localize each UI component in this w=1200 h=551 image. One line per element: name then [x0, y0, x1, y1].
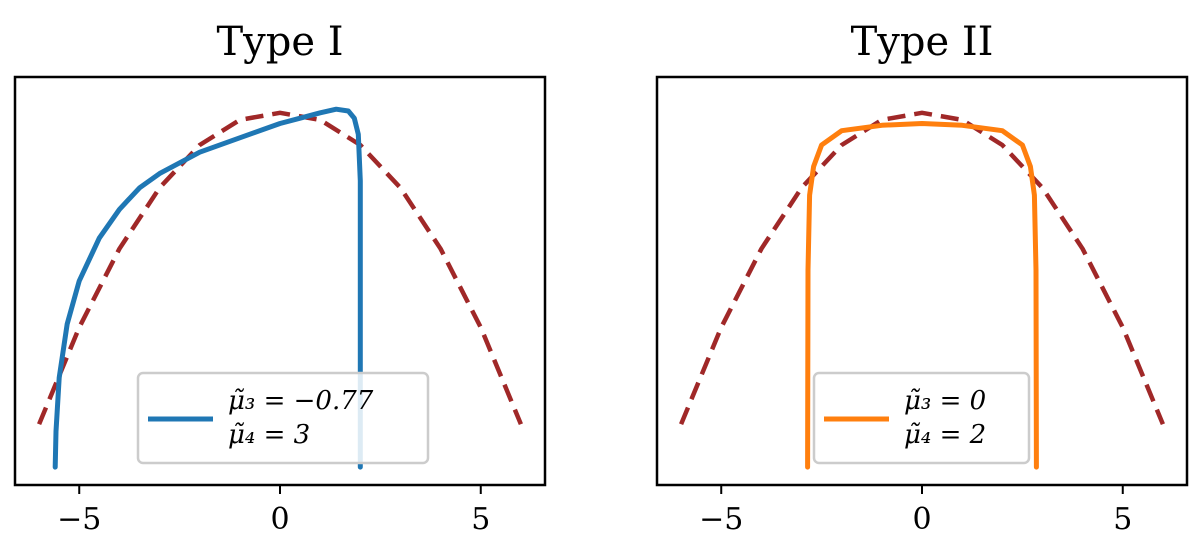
- x-tick-label: −5: [699, 502, 743, 537]
- legend-label: μ̃₃ = 0: [904, 386, 986, 416]
- x-tick-label: 0: [912, 502, 931, 537]
- x-axis: −5 0 5: [57, 485, 490, 537]
- reference-curve-dashed: [679, 110, 1165, 426]
- distribution-curve: [52, 106, 363, 470]
- x-tick-label: 5: [1113, 502, 1132, 537]
- legend-label: μ̃₄ = 2: [904, 420, 986, 450]
- x-tick-label: 5: [471, 502, 490, 537]
- x-axis: −5 0 5: [699, 485, 1132, 537]
- chart-title: Type I: [216, 19, 343, 65]
- legend-box: [812, 371, 1031, 465]
- legend: μ̃₃ = 0 μ̃₄ = 2: [812, 371, 1031, 465]
- x-tick-label: −5: [57, 502, 101, 537]
- x-tick-label: 0: [270, 502, 289, 537]
- series-layer: [679, 110, 1165, 470]
- series-layer: [37, 106, 523, 470]
- legend-box: [136, 371, 430, 465]
- chart-title: Type II: [851, 19, 994, 65]
- panel-type-2: Type II −5 0 5 μ̃₃ = 0 μ̃₄ = 2: [655, 19, 1189, 537]
- panel-type-1: Type I −5 0 5 μ̃₃ = −0.77 μ̃₄ = 3: [13, 19, 547, 537]
- distribution-curve: [805, 121, 1039, 470]
- reference-curve-dashed: [37, 110, 523, 426]
- legend-label: μ̃₃ = −0.77: [228, 386, 374, 416]
- legend-label: μ̃₄ = 3: [228, 420, 310, 450]
- legend: μ̃₃ = −0.77 μ̃₄ = 3: [136, 371, 430, 465]
